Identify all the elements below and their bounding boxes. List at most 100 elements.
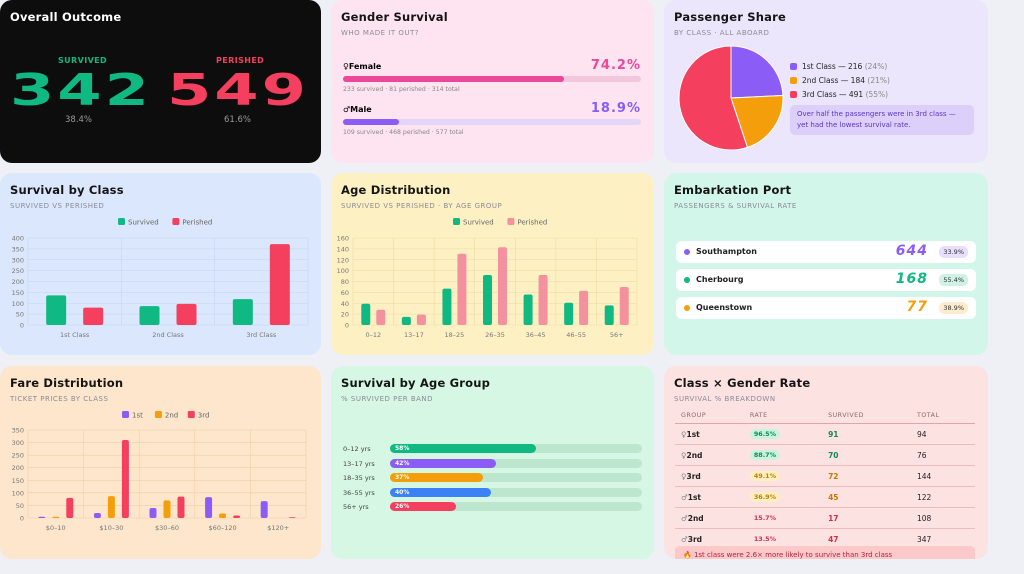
legend-swatch xyxy=(790,90,797,98)
bar-perished xyxy=(176,303,197,325)
male-note: 109 survived · 468 perished · 577 total xyxy=(343,129,464,136)
port-count: 77 xyxy=(906,299,928,315)
group-label: 3rd xyxy=(687,534,703,544)
table-row: ♂3rd 13.5% 47 347 xyxy=(675,528,975,550)
legend-pct: (55%) xyxy=(865,89,889,99)
survived-value: 342 xyxy=(10,65,152,116)
y-tick-label: 0 xyxy=(345,322,349,330)
total-cell: 76 xyxy=(911,444,975,466)
y-tick-label: 50 xyxy=(16,502,24,510)
port-dot xyxy=(684,277,690,283)
age-distribution-card: Age Distribution SURVIVED VS PERISHED · … xyxy=(331,173,654,355)
x-tick-label: 46–55 xyxy=(566,331,586,339)
bar-1st xyxy=(93,512,101,518)
legend-label: 1st Class — 216 xyxy=(802,61,863,71)
card-title: Embarkation Port xyxy=(674,183,792,197)
survival-by-class-card: Survival by Class SURVIVED VS PERISHED S… xyxy=(0,173,321,355)
legend-swatch xyxy=(154,411,162,418)
group-cell: ♂2nd xyxy=(675,507,744,529)
share-legend-item: 2nd Class — 184 (21%) xyxy=(790,73,890,87)
footnote: 🔥 1st class were 2.6× more likely to sur… xyxy=(675,546,975,559)
fare-distribution-chart: 1st 2nd 3rd 0 50 100 150 200 250 300 350 $0–10 $10–3… xyxy=(12,411,307,532)
bar-survived xyxy=(483,274,492,325)
y-tick-label: 300 xyxy=(12,256,24,264)
card-subtitle: PASSENGERS & SURVIVAL RATE xyxy=(674,202,797,210)
x-tick-label: 56+ xyxy=(610,331,624,339)
x-tick-label: $60–120 xyxy=(209,524,237,532)
age-band-row: 18–35 yrs 37% xyxy=(343,473,643,483)
bar-perished xyxy=(457,253,467,325)
rate-pill: 13.5% xyxy=(749,534,781,544)
bar-survived xyxy=(361,303,371,325)
bar-survived xyxy=(401,316,411,325)
port-rate: 55.4% xyxy=(939,274,968,286)
band-fill: 40% xyxy=(390,487,491,497)
x-tick-label: $120+ xyxy=(267,524,289,532)
footnote-text: 1st class were 2.6× more likely to survi… xyxy=(693,551,893,559)
band-label: 13–17 yrs xyxy=(343,459,375,468)
y-tick-label: 200 xyxy=(12,278,24,286)
group-label: 1st xyxy=(686,429,700,439)
y-tick-label: 100 xyxy=(12,489,24,497)
group-cell: ♀3rd xyxy=(675,465,744,487)
bar-perished xyxy=(269,244,290,325)
card-title: Survival by Age Group xyxy=(341,376,491,390)
col-total: TOTAL xyxy=(911,408,975,424)
bar-3rd xyxy=(121,440,129,518)
y-tick-label: 300 xyxy=(12,439,24,447)
card-subtitle: SURVIVED VS PERISHED xyxy=(10,202,105,210)
band-track: 58% xyxy=(390,444,642,453)
group-label: 3rd xyxy=(686,471,701,481)
x-tick-label: 2nd Class xyxy=(152,331,184,339)
group-cell: ♂1st xyxy=(675,486,744,508)
embarkation-port-card: Embarkation Port PASSENGERS & SURVIVAL R… xyxy=(664,173,988,355)
port-row-cherbourg: Cherbourg 168 55.4% xyxy=(676,269,976,291)
x-tick-label: $30–60 xyxy=(155,524,179,532)
male-label: Male xyxy=(350,105,372,114)
survived-pct: 38.4% xyxy=(65,115,93,125)
legend-label: 3rd xyxy=(198,412,210,420)
age-band-row: 36–55 yrs 40% xyxy=(343,487,643,498)
port-count: 168 xyxy=(895,271,928,287)
bar-1st xyxy=(149,507,157,518)
table-row: ♂1st 36.9% 45 122 xyxy=(675,486,975,508)
legend-swatch xyxy=(453,218,460,225)
band-fill: 37% xyxy=(390,473,484,482)
survived-cell: 91 xyxy=(822,423,911,445)
bar-2nd xyxy=(52,516,60,518)
bar-survived xyxy=(232,299,253,325)
legend-swatch xyxy=(507,218,515,225)
y-tick-label: 150 xyxy=(12,289,24,297)
male-rate-bar xyxy=(343,119,641,125)
share-legend-item: 3rd Class — 491 (55%) xyxy=(790,87,890,101)
port-count: 644 xyxy=(895,243,928,259)
port-row-southampton: Southampton 644 33.9% xyxy=(676,241,976,263)
group-symbol: ♂ xyxy=(681,513,688,523)
band-pct: 58% xyxy=(395,445,410,452)
female-note: 233 survived · 81 perished · 314 total xyxy=(343,86,460,93)
rate-cell: 15.7% xyxy=(743,507,823,529)
legend-label: Survived xyxy=(463,219,494,227)
y-tick-label: 150 xyxy=(12,477,24,485)
port-name: Queenstown xyxy=(696,303,753,312)
table-row: ♀1st 96.5% 91 94 xyxy=(675,423,975,445)
y-tick-label: 160 xyxy=(337,235,349,243)
y-tick-label: 100 xyxy=(337,267,349,275)
card-subtitle: SURVIVAL % BREAKDOWN xyxy=(674,395,776,403)
legend-pct: (21%) xyxy=(867,75,890,85)
group-cell: ♀2nd xyxy=(675,444,744,466)
band-fill: 26% xyxy=(390,502,456,511)
band-pct: 26% xyxy=(395,503,410,510)
band-label: 18–35 yrs xyxy=(343,474,375,482)
bar-3rd xyxy=(177,496,185,518)
band-label: 36–55 yrs xyxy=(343,488,375,497)
y-tick-label: 120 xyxy=(337,256,349,264)
card-title: Gender Survival xyxy=(341,10,448,24)
x-tick-label: 18–25 xyxy=(445,331,465,339)
class-gender-table: GROUP RATE SURVIVED TOTAL ♀1st 96.5% 91 … xyxy=(675,408,975,550)
legend-label: Perished xyxy=(182,219,212,227)
band-label: 56+ yrs xyxy=(343,503,369,511)
table-row: ♀2nd 88.7% 70 76 xyxy=(675,444,975,466)
male-icon: ♂ xyxy=(343,105,351,114)
survived-cell: 70 xyxy=(822,444,911,466)
